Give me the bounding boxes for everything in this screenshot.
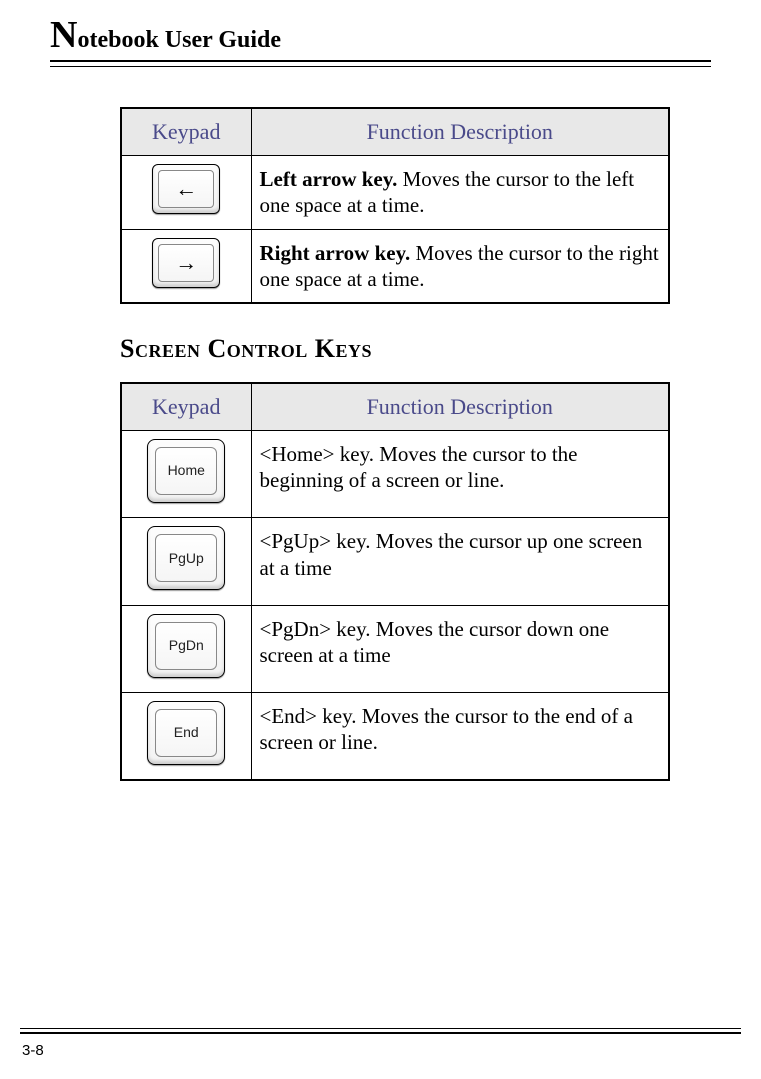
- page-footer: 3-8: [0, 1028, 761, 1059]
- desc-cell: Right arrow key. Moves the cursor to the…: [251, 229, 669, 303]
- col-desc: Function Description: [251, 383, 669, 431]
- section-heading: Screen Control Keys: [120, 334, 711, 364]
- content-area: Keypad Function Description ← Left arrow…: [50, 67, 711, 781]
- desc-bold: Right arrow key.: [260, 241, 411, 265]
- arrow-keys-table: Keypad Function Description ← Left arrow…: [120, 107, 670, 304]
- col-keypad: Keypad: [121, 383, 251, 431]
- end-keycap: End: [147, 701, 225, 765]
- key-label: PgDn: [169, 637, 204, 655]
- left-arrow-keycap: ←: [152, 164, 220, 214]
- key-label: End: [174, 724, 199, 742]
- footer-rule-thin: [20, 1028, 741, 1029]
- right-arrow-keycap: →: [152, 238, 220, 288]
- col-desc: Function Description: [251, 108, 669, 156]
- left-arrow-icon: ←: [175, 175, 197, 203]
- table-row: → Right arrow key. Moves the cursor to t…: [121, 229, 669, 303]
- key-cell: PgUp: [121, 518, 251, 605]
- key-label: Home: [168, 462, 205, 480]
- table-header-row: Keypad Function Description: [121, 383, 669, 431]
- header-rule-thick: [50, 60, 711, 62]
- desc-cell: <PgDn> key. Moves the cursor down one sc…: [251, 605, 669, 692]
- key-cell: →: [121, 229, 251, 303]
- dropcap: N: [50, 14, 77, 56]
- key-cell: End: [121, 692, 251, 780]
- key-cell: ←: [121, 156, 251, 230]
- desc-bold: Left arrow key.: [260, 167, 398, 191]
- page-header-title: Notebook User Guide: [50, 20, 711, 54]
- desc-cell: <Home> key. Moves the cursor to the begi…: [251, 431, 669, 518]
- desc-cell: <End> key. Moves the cursor to the end o…: [251, 692, 669, 780]
- footer-rule-thick: [20, 1032, 741, 1034]
- right-arrow-icon: →: [175, 249, 197, 277]
- table-row: ← Left arrow key. Moves the cursor to th…: [121, 156, 669, 230]
- table-header-row: Keypad Function Description: [121, 108, 669, 156]
- table-row: End <End> key. Moves the cursor to the e…: [121, 692, 669, 780]
- page-number: 3-8: [20, 1042, 741, 1059]
- col-keypad: Keypad: [121, 108, 251, 156]
- table-row: PgUp <PgUp> key. Moves the cursor up one…: [121, 518, 669, 605]
- key-cell: PgDn: [121, 605, 251, 692]
- desc-cell: Left arrow key. Moves the cursor to the …: [251, 156, 669, 230]
- table-row: Home <Home> key. Moves the cursor to the…: [121, 431, 669, 518]
- title-rest: otebook User Guide: [77, 27, 281, 53]
- key-label: PgUp: [169, 550, 204, 568]
- home-keycap: Home: [147, 439, 225, 503]
- pgup-keycap: PgUp: [147, 526, 225, 590]
- desc-cell: <PgUp> key. Moves the cursor up one scre…: [251, 518, 669, 605]
- screen-control-table: Keypad Function Description Home <Home> …: [120, 382, 670, 781]
- pgdn-keycap: PgDn: [147, 614, 225, 678]
- table-row: PgDn <PgDn> key. Moves the cursor down o…: [121, 605, 669, 692]
- key-cell: Home: [121, 431, 251, 518]
